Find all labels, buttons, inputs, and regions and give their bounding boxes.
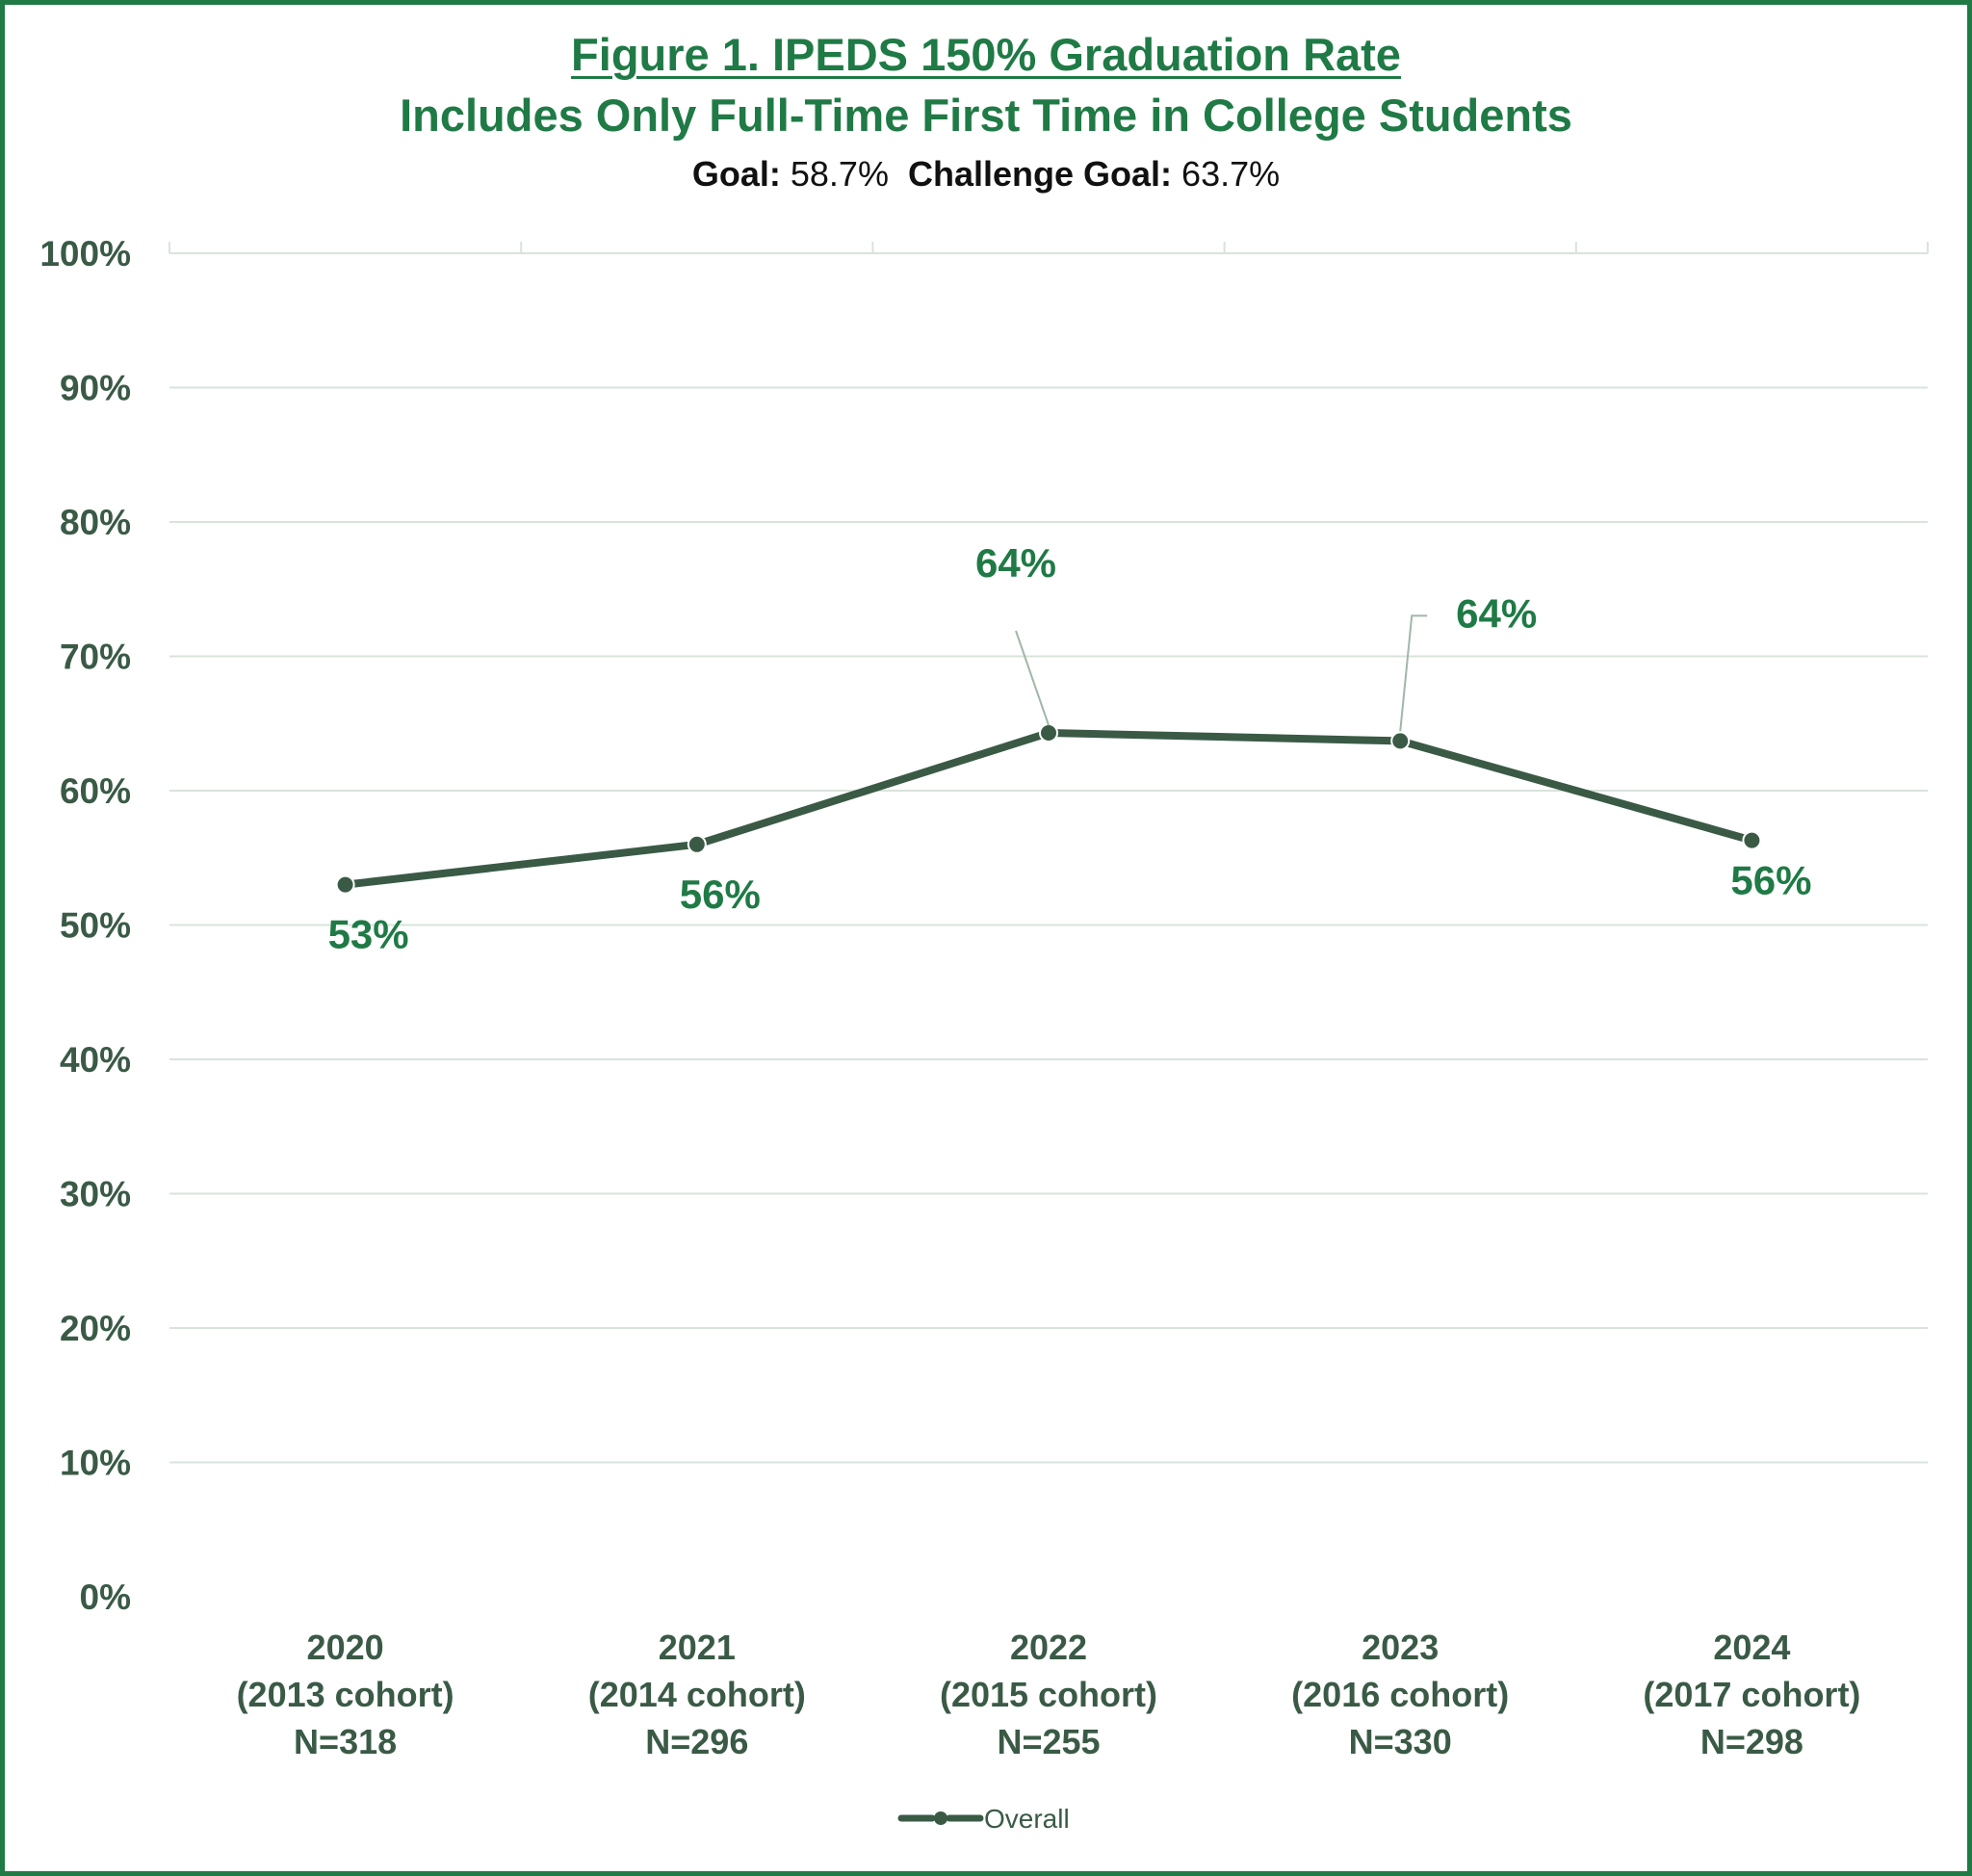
x-tick-label: 2023 (2016 cohort) N=330 bbox=[1291, 1628, 1509, 1761]
series-overall bbox=[335, 723, 1762, 895]
x-tick-line: (2013 cohort) bbox=[237, 1675, 454, 1714]
x-tick-line: 2024 bbox=[1713, 1628, 1790, 1667]
legend: Overall bbox=[897, 1804, 1070, 1834]
goal-label: Goal: bbox=[691, 154, 781, 194]
label-leader-line bbox=[1399, 614, 1428, 732]
y-tick-label: 80% bbox=[60, 503, 131, 542]
y-tick-label: 20% bbox=[60, 1309, 131, 1348]
y-tick-label: 40% bbox=[60, 1040, 131, 1080]
label-leader-line bbox=[1015, 630, 1050, 726]
x-tick-line: N=318 bbox=[294, 1722, 397, 1761]
challenge-goal-label: Challenge Goal: bbox=[907, 154, 1173, 194]
data-point bbox=[687, 834, 707, 854]
legend-marker bbox=[934, 1811, 947, 1825]
y-tick-label: 30% bbox=[60, 1175, 131, 1214]
data-label: 56% bbox=[1730, 858, 1811, 903]
challenge-goal-value: 63.7% bbox=[1181, 154, 1281, 194]
y-tick-label: 100% bbox=[39, 234, 131, 274]
gridlines bbox=[169, 242, 1929, 1464]
y-tick-label: 60% bbox=[60, 771, 131, 811]
y-axis-ticks: 0% 10% 20% 30% 40% 50% 60% 70% 80% 90% 100% bbox=[39, 234, 131, 1617]
chart-subtitle: Includes Only Full-Time First Time in Co… bbox=[400, 90, 1572, 141]
goal-value: 58.7% bbox=[790, 154, 889, 194]
data-point bbox=[1390, 731, 1411, 751]
data-label: 53% bbox=[328, 912, 409, 957]
x-tick-line: (2016 cohort) bbox=[1291, 1675, 1509, 1714]
x-tick-line: N=298 bbox=[1700, 1722, 1803, 1761]
x-tick-line: (2017 cohort) bbox=[1643, 1675, 1860, 1714]
x-tick-line: 2022 bbox=[1010, 1628, 1087, 1667]
x-tick-line: 2021 bbox=[659, 1628, 736, 1667]
goal-line: Goal: 58.7% Challenge Goal: 63.7% bbox=[0, 148, 1972, 200]
y-tick-label: 70% bbox=[60, 638, 131, 677]
y-tick-label: 50% bbox=[60, 906, 131, 946]
data-point bbox=[335, 874, 355, 895]
x-tick-label: 2022 (2015 cohort) N=255 bbox=[940, 1628, 1157, 1761]
x-tick-line: 2020 bbox=[307, 1628, 384, 1667]
data-label: 56% bbox=[680, 872, 761, 917]
x-tick-label: 2021 (2014 cohort) N=296 bbox=[588, 1628, 806, 1761]
legend-label-overall: Overall bbox=[984, 1804, 1070, 1834]
x-tick-line: N=255 bbox=[997, 1722, 1100, 1761]
y-tick-label: 90% bbox=[60, 369, 131, 408]
x-axis-ticks: 2020 (2013 cohort) N=318 2021 (2014 cohort) N… bbox=[237, 1628, 1861, 1761]
y-tick-label: 0% bbox=[80, 1577, 131, 1617]
x-tick-line: 2023 bbox=[1362, 1628, 1439, 1667]
data-labels: 53% 56% 64% 64% 56% bbox=[328, 540, 1812, 957]
x-tick-line: (2014 cohort) bbox=[588, 1675, 806, 1714]
data-label: 64% bbox=[1456, 590, 1537, 636]
series-line-overall bbox=[341, 729, 1756, 889]
x-tick-label: 2024 (2017 cohort) N=298 bbox=[1643, 1628, 1860, 1761]
data-point bbox=[1039, 723, 1058, 743]
data-point bbox=[1742, 830, 1762, 850]
x-tick-line: N=330 bbox=[1349, 1722, 1452, 1761]
chart-titles: Figure 1. IPEDS 150% Graduation Rate Inc… bbox=[0, 25, 1972, 200]
y-tick-label: 10% bbox=[60, 1444, 131, 1483]
x-tick-line: (2015 cohort) bbox=[940, 1675, 1157, 1714]
x-tick-line: N=296 bbox=[645, 1722, 748, 1761]
chart-title: Figure 1. IPEDS 150% Graduation Rate bbox=[571, 29, 1401, 80]
x-tick-label: 2020 (2013 cohort) N=318 bbox=[237, 1628, 454, 1761]
data-label: 64% bbox=[975, 540, 1056, 586]
